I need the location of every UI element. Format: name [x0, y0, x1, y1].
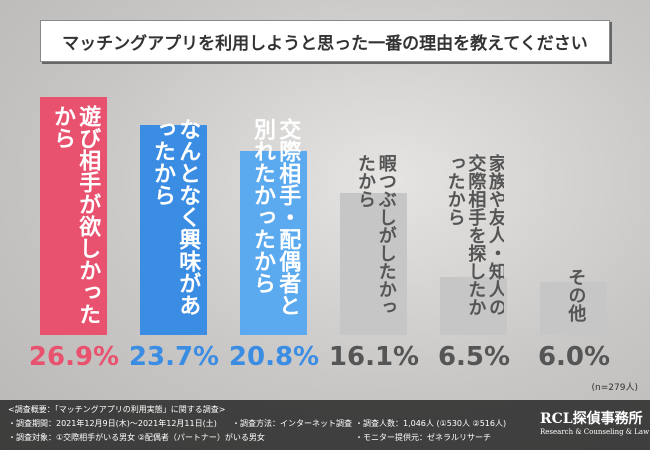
category-label: 遊び相手が欲しかったから	[50, 105, 101, 325]
bar	[40, 97, 107, 335]
value-label: 6.0%	[537, 342, 611, 372]
value-label: 26.9%	[28, 342, 120, 372]
category-label: 交際相手・配偶者と別れたかったから	[250, 118, 301, 316]
footer-line: ・調査対象：①交際相手がいる男女 ②配偶者（パートナー）がいる男女	[8, 433, 265, 442]
value-label: 20.8%	[228, 342, 320, 372]
bar	[240, 150, 307, 335]
value-label: 23.7%	[128, 342, 220, 372]
category-label: 家族や友人・知人の交際相手を探したかったから	[446, 154, 504, 316]
footer-line: ・調査方法：インターネット調査	[232, 419, 352, 428]
category-label: その他	[565, 268, 587, 322]
bar	[340, 192, 407, 335]
logo-subtitle: Research & Counseling & Law	[540, 428, 650, 436]
footer: <調査概要：「マッチングアプリの利用実態」に関する調査> ・調査期間：2021年…	[0, 400, 650, 450]
category-label: なんとなく興味があったから	[150, 118, 201, 316]
logo: RCL探偵事務所	[540, 411, 643, 427]
footer-line: ・モニター提供元：ゼネラルリサーチ	[355, 433, 491, 442]
sample-note: (n=279人)	[591, 383, 638, 393]
bar	[540, 281, 607, 335]
category-label: 暇つぶしがしたかったから	[355, 154, 397, 316]
bar	[140, 125, 207, 335]
value-label: 6.5%	[437, 342, 511, 372]
chart-title: マッチングアプリを利用しようと思った一番の理由を教えてください	[40, 20, 610, 62]
footer-line: ・調査人数：1,046人 (①530人 ②516人)	[355, 419, 507, 428]
bar	[440, 277, 507, 335]
footer-line: ・調査期間：2021年12月9日(木)〜2021年12月11日(土)	[8, 419, 217, 428]
value-label: 16.1%	[328, 342, 420, 372]
footer-line: <調査概要：「マッチングアプリの利用実態」に関する調査>	[8, 405, 226, 414]
